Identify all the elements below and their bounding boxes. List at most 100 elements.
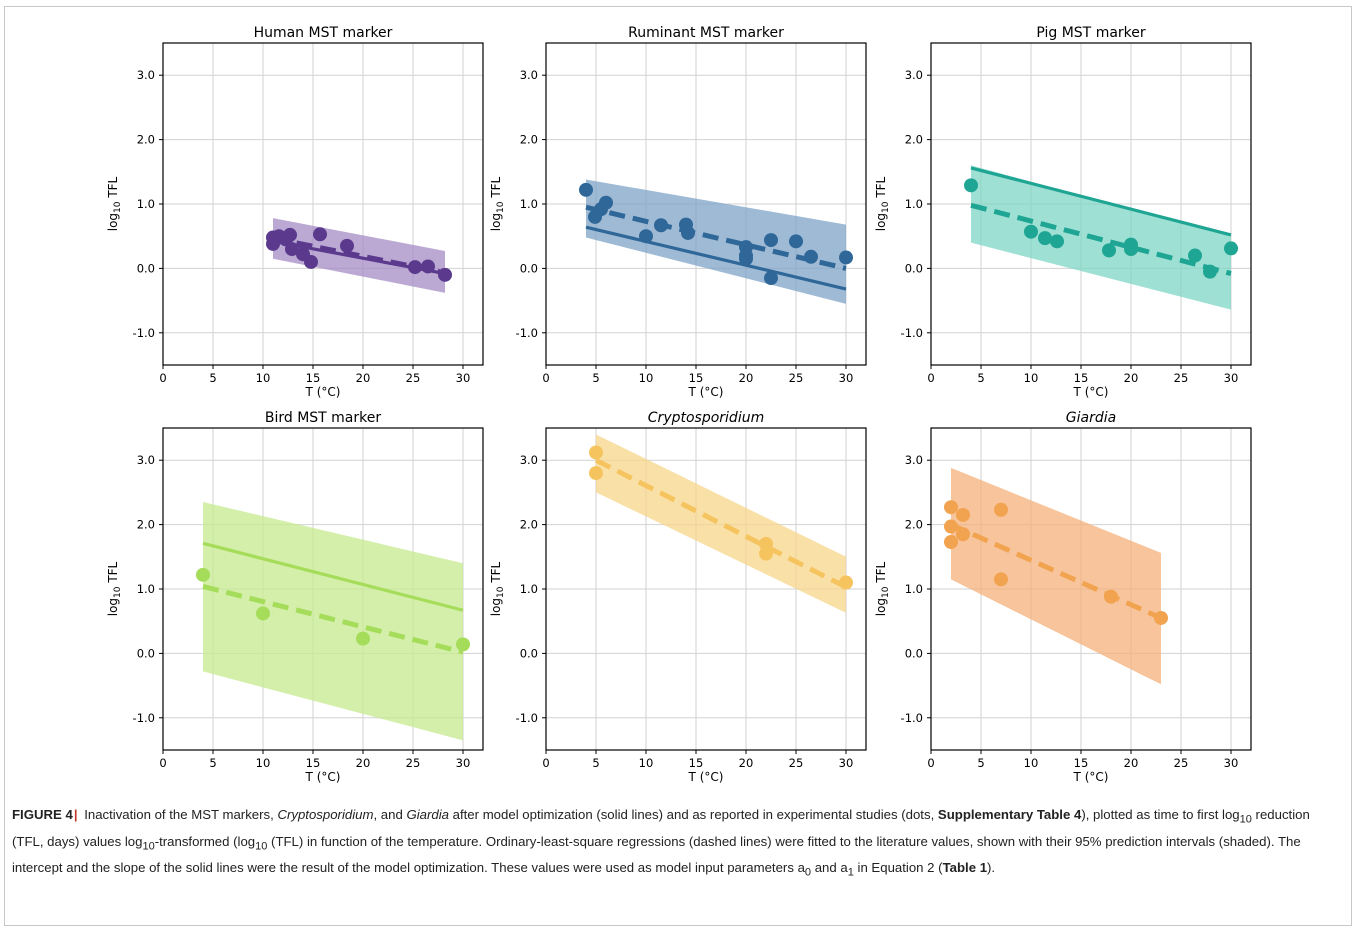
x-tick-label: 20 <box>1124 756 1139 770</box>
x-axis-label: T (°C) <box>1073 770 1109 784</box>
x-axis-label: T (°C) <box>688 770 724 784</box>
y-axis-label: log10 TFL <box>874 176 891 231</box>
y-tick-label: 0.0 <box>520 261 538 275</box>
x-tick-label: 15 <box>1074 371 1089 385</box>
data-point <box>804 249 818 264</box>
figure-caption: FIGURE 4| Inactivation of the MST marker… <box>12 804 1342 884</box>
data-point <box>589 445 603 460</box>
caption-text: after model optimization (solid lines) a… <box>448 807 938 822</box>
caption-text: , and <box>373 807 407 822</box>
data-point <box>408 260 422 275</box>
regression-line <box>202 584 464 655</box>
data-point <box>1154 610 1168 625</box>
y-axis-label: log10 TFL <box>489 561 506 616</box>
y-axis-label: log10 TFL <box>489 176 506 231</box>
y-tick-label: 1.0 <box>520 197 538 211</box>
x-tick-label: 10 <box>256 756 271 770</box>
data-point <box>789 234 803 249</box>
data-point <box>839 575 853 590</box>
caption-table-ref: Supplementary Table 4 <box>937 807 1082 822</box>
data-point <box>599 195 613 210</box>
x-tick-label: 25 <box>1174 371 1189 385</box>
data-point <box>456 637 470 652</box>
caption-separator: | <box>73 807 78 822</box>
x-tick-label: 30 <box>839 756 854 770</box>
data-point <box>438 267 452 282</box>
y-axis-label: log10 TFL <box>106 561 123 616</box>
data-point <box>759 546 773 561</box>
data-point <box>1024 224 1038 239</box>
y-tick-label: 0.0 <box>905 261 923 275</box>
regression-line <box>970 202 1232 276</box>
data-point <box>340 238 354 253</box>
data-point <box>421 259 435 274</box>
y-tick-label: 1.0 <box>520 582 538 596</box>
y-tick-label: -1.0 <box>516 711 538 725</box>
chart-panel: 0 5 10 15 20 25 30 -1.0 0.0 1.0 2.0 3.0 Human MST ma… <box>106 25 484 399</box>
prediction-band <box>951 467 1161 685</box>
caption-text: -transformed (log <box>154 833 256 849</box>
caption-italic: Cryptosporidium <box>277 807 374 822</box>
data-point <box>739 251 753 266</box>
x-tick-label: 25 <box>406 371 421 385</box>
x-tick-label: 5 <box>209 756 216 770</box>
y-tick-label: 3.0 <box>520 453 538 467</box>
x-tick-label: 10 <box>1024 371 1039 385</box>
data-point <box>313 227 327 242</box>
data-point <box>1224 241 1238 256</box>
y-tick-label: 0.0 <box>520 646 538 660</box>
figure-charts: 0 5 10 15 20 25 30 -1.0 0.0 1.0 2.0 3.0 Human MST ma… <box>106 25 1252 784</box>
x-tick-label: 15 <box>306 756 321 770</box>
x-tick-label: 15 <box>306 371 321 385</box>
x-tick-label: 0 <box>927 756 934 770</box>
data-point <box>764 233 778 248</box>
data-point <box>759 536 773 551</box>
x-axis-label: T (°C) <box>1073 385 1109 399</box>
x-tick-label: 0 <box>159 756 166 770</box>
y-tick-label: 1.0 <box>905 582 923 596</box>
x-tick-label: 10 <box>256 371 271 385</box>
y-tick-label: 3.0 <box>520 68 538 82</box>
y-tick-label: 1.0 <box>905 197 923 211</box>
chart-panel: 0 5 10 15 20 25 30 -1.0 0.0 1.0 2.0 3.0 Pig MST mark… <box>874 25 1252 399</box>
x-tick-label: 0 <box>542 371 549 385</box>
data-point <box>304 254 318 269</box>
x-axis-label: T (°C) <box>305 385 341 399</box>
data-point <box>944 500 958 515</box>
panel-title: Pig MST marker <box>1036 25 1146 41</box>
x-tick-label: 20 <box>739 756 754 770</box>
model-line <box>202 541 464 612</box>
x-tick-label: 5 <box>592 371 599 385</box>
data-point <box>681 225 695 240</box>
caption-table-ref: Table 1 <box>942 860 988 876</box>
data-point <box>1050 234 1064 249</box>
data-point <box>356 631 370 646</box>
data-point <box>1102 243 1116 258</box>
caption-subscript: 1 <box>847 866 854 879</box>
x-tick-label: 30 <box>839 371 854 385</box>
y-tick-label: 0.0 <box>137 646 155 660</box>
caption-text: and a <box>811 860 848 876</box>
x-tick-label: 15 <box>1074 756 1089 770</box>
x-tick-label: 30 <box>1224 756 1239 770</box>
x-tick-label: 20 <box>1124 371 1139 385</box>
x-tick-label: 20 <box>356 371 371 385</box>
chart-panel: 0 5 10 15 20 25 30 -1.0 0.0 1.0 2.0 3.0 Cryptosporid… <box>489 410 867 784</box>
y-axis-label: log10 TFL <box>874 561 891 616</box>
data-point <box>196 567 210 582</box>
data-point <box>1104 589 1118 604</box>
x-tick-label: 20 <box>356 756 371 770</box>
x-tick-label: 0 <box>542 756 549 770</box>
x-tick-label: 25 <box>789 371 804 385</box>
data-point <box>994 502 1008 517</box>
y-tick-label: -1.0 <box>516 326 538 340</box>
y-tick-label: 1.0 <box>137 582 155 596</box>
x-tick-label: 20 <box>739 371 754 385</box>
data-point <box>283 227 297 242</box>
panel-title: Human MST marker <box>254 25 393 41</box>
x-tick-label: 5 <box>209 371 216 385</box>
panel-title: Bird MST marker <box>265 410 382 426</box>
data-point <box>654 218 668 233</box>
x-tick-label: 0 <box>159 371 166 385</box>
caption-italic: Giardia <box>406 807 449 822</box>
